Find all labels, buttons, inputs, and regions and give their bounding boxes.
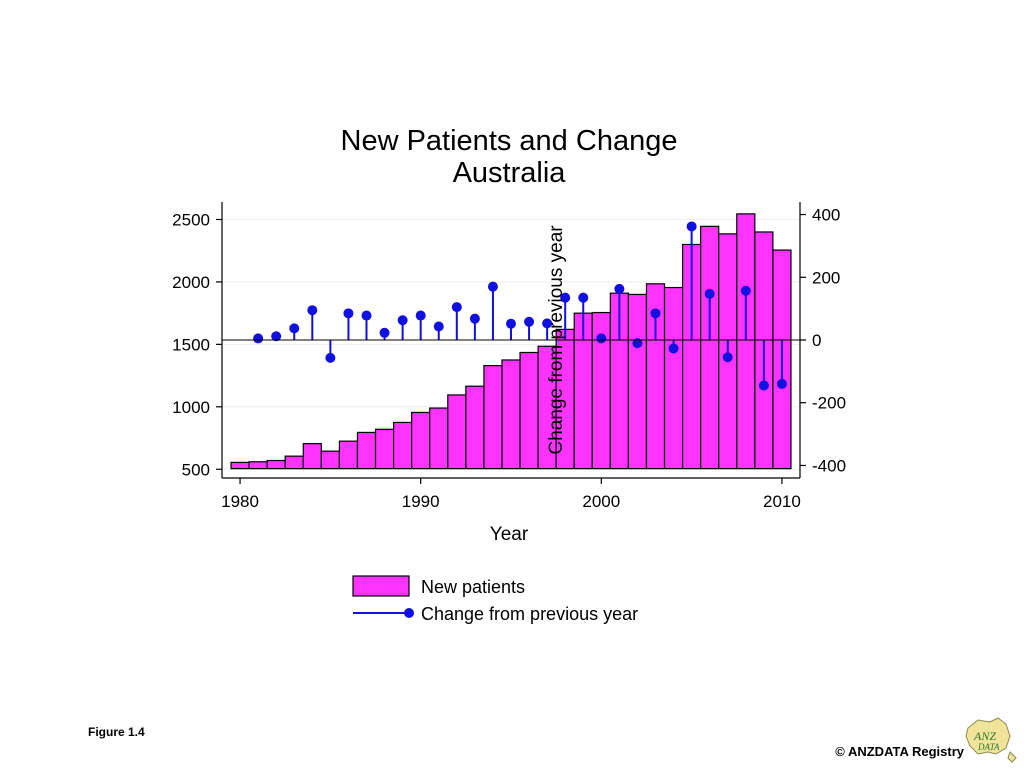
bar-2006 (700, 225, 720, 470)
legend: New patients Change from previous year (352, 575, 638, 624)
stem-marker-2007 (722, 352, 733, 363)
left-tick-label-1500: 1500 (172, 335, 210, 354)
stem-marker-1984 (307, 305, 318, 316)
bar-1992 (447, 394, 467, 470)
bar-1996 (519, 351, 539, 470)
svg-text:DATA: DATA (977, 742, 1000, 752)
stem-marker-2009 (758, 380, 769, 391)
chart-title-line-2: Australia (453, 157, 567, 189)
stem-marker-1985 (325, 352, 336, 363)
x-axis-label: Year (490, 524, 529, 545)
bar-2002 (627, 293, 648, 470)
bar-1987 (356, 431, 377, 470)
stem-marker-1983 (289, 323, 300, 334)
bar-1988 (374, 428, 395, 470)
stem-marker-2003 (650, 308, 661, 319)
bar-1982 (266, 459, 286, 470)
right-tick-label-200: 200 (812, 268, 840, 287)
axes: 500 1000 1500 2000 2500 -400 -200 0 200 400 1980 19… (172, 202, 846, 511)
legend-swatch-change-marker (404, 608, 414, 618)
stem-marker-1988 (379, 327, 390, 338)
stem-marker-1981 (253, 333, 264, 344)
left-tick-label-2500: 2500 (172, 210, 210, 229)
bar-1980 (230, 461, 250, 470)
bar-1993 (465, 385, 485, 470)
stem-series (253, 221, 787, 391)
x-tick-label-2000: 2000 (582, 492, 620, 511)
bar-1981 (248, 461, 268, 470)
stem-marker-2006 (704, 288, 715, 299)
stem-marker-1992 (451, 302, 462, 313)
bar-1990 (411, 411, 431, 470)
bar-1985 (320, 450, 341, 470)
stem-marker-2008 (740, 285, 751, 296)
bar-2004 (663, 286, 684, 470)
stem-marker-2004 (668, 343, 679, 354)
stem-marker-2000 (596, 333, 607, 344)
right-tick-label--200: -200 (812, 394, 846, 413)
x-tick-label-1990: 1990 (402, 492, 440, 511)
stem-marker-2005 (686, 221, 697, 232)
bar-1994 (483, 365, 503, 470)
stem-marker-1999 (578, 292, 589, 303)
right-axis-label: Change from previous year (546, 225, 567, 455)
bar-series (230, 213, 792, 470)
bar-1989 (392, 421, 413, 470)
left-tick-label-500: 500 (182, 460, 210, 479)
bar-1984 (302, 443, 322, 470)
anzdata-logo: ANZ DATA (965, 717, 1017, 763)
stem-marker-1986 (343, 308, 354, 319)
stem-marker-1990 (415, 310, 426, 321)
bar-1991 (429, 407, 449, 470)
stem-marker-1993 (469, 313, 480, 324)
stem-marker-1991 (433, 321, 444, 332)
x-tick-label-1980: 1980 (221, 492, 259, 511)
figure-label: Figure 1.4 (88, 725, 145, 739)
bar-1986 (338, 440, 359, 470)
legend-label-new-patients: New patients (421, 577, 525, 597)
copyright-text: © ANZDATA Registry (835, 744, 964, 759)
chart-title-line-1: New Patients and Change (341, 125, 678, 157)
stem-marker-2002 (632, 338, 643, 349)
legend-swatch-new-patients (352, 575, 410, 597)
stem-marker-1982 (271, 331, 282, 342)
x-tick-label-2010: 2010 (763, 492, 801, 511)
stem-marker-1987 (361, 310, 372, 321)
stem-marker-1998 (560, 292, 571, 303)
bar-1983 (284, 455, 304, 470)
right-tick-label-400: 400 (812, 206, 840, 225)
right-tick-label--400: -400 (812, 456, 846, 475)
stem-marker-1989 (397, 315, 408, 326)
left-tick-label-2000: 2000 (172, 273, 210, 292)
stem-marker-1996 (524, 316, 535, 327)
right-tick-label-0: 0 (812, 331, 821, 350)
bar-1995 (501, 359, 521, 470)
stem-marker-1995 (506, 318, 516, 329)
legend-label-change: Change from previous year (421, 604, 638, 624)
svg-text:ANZ: ANZ (973, 729, 996, 743)
stem-marker-2001 (614, 283, 625, 294)
stem-marker-2010 (776, 378, 787, 389)
bar-2008 (736, 213, 756, 470)
left-tick-label-1000: 1000 (172, 398, 210, 417)
stem-marker-1994 (487, 281, 498, 292)
stem-marker-1997 (542, 318, 553, 329)
